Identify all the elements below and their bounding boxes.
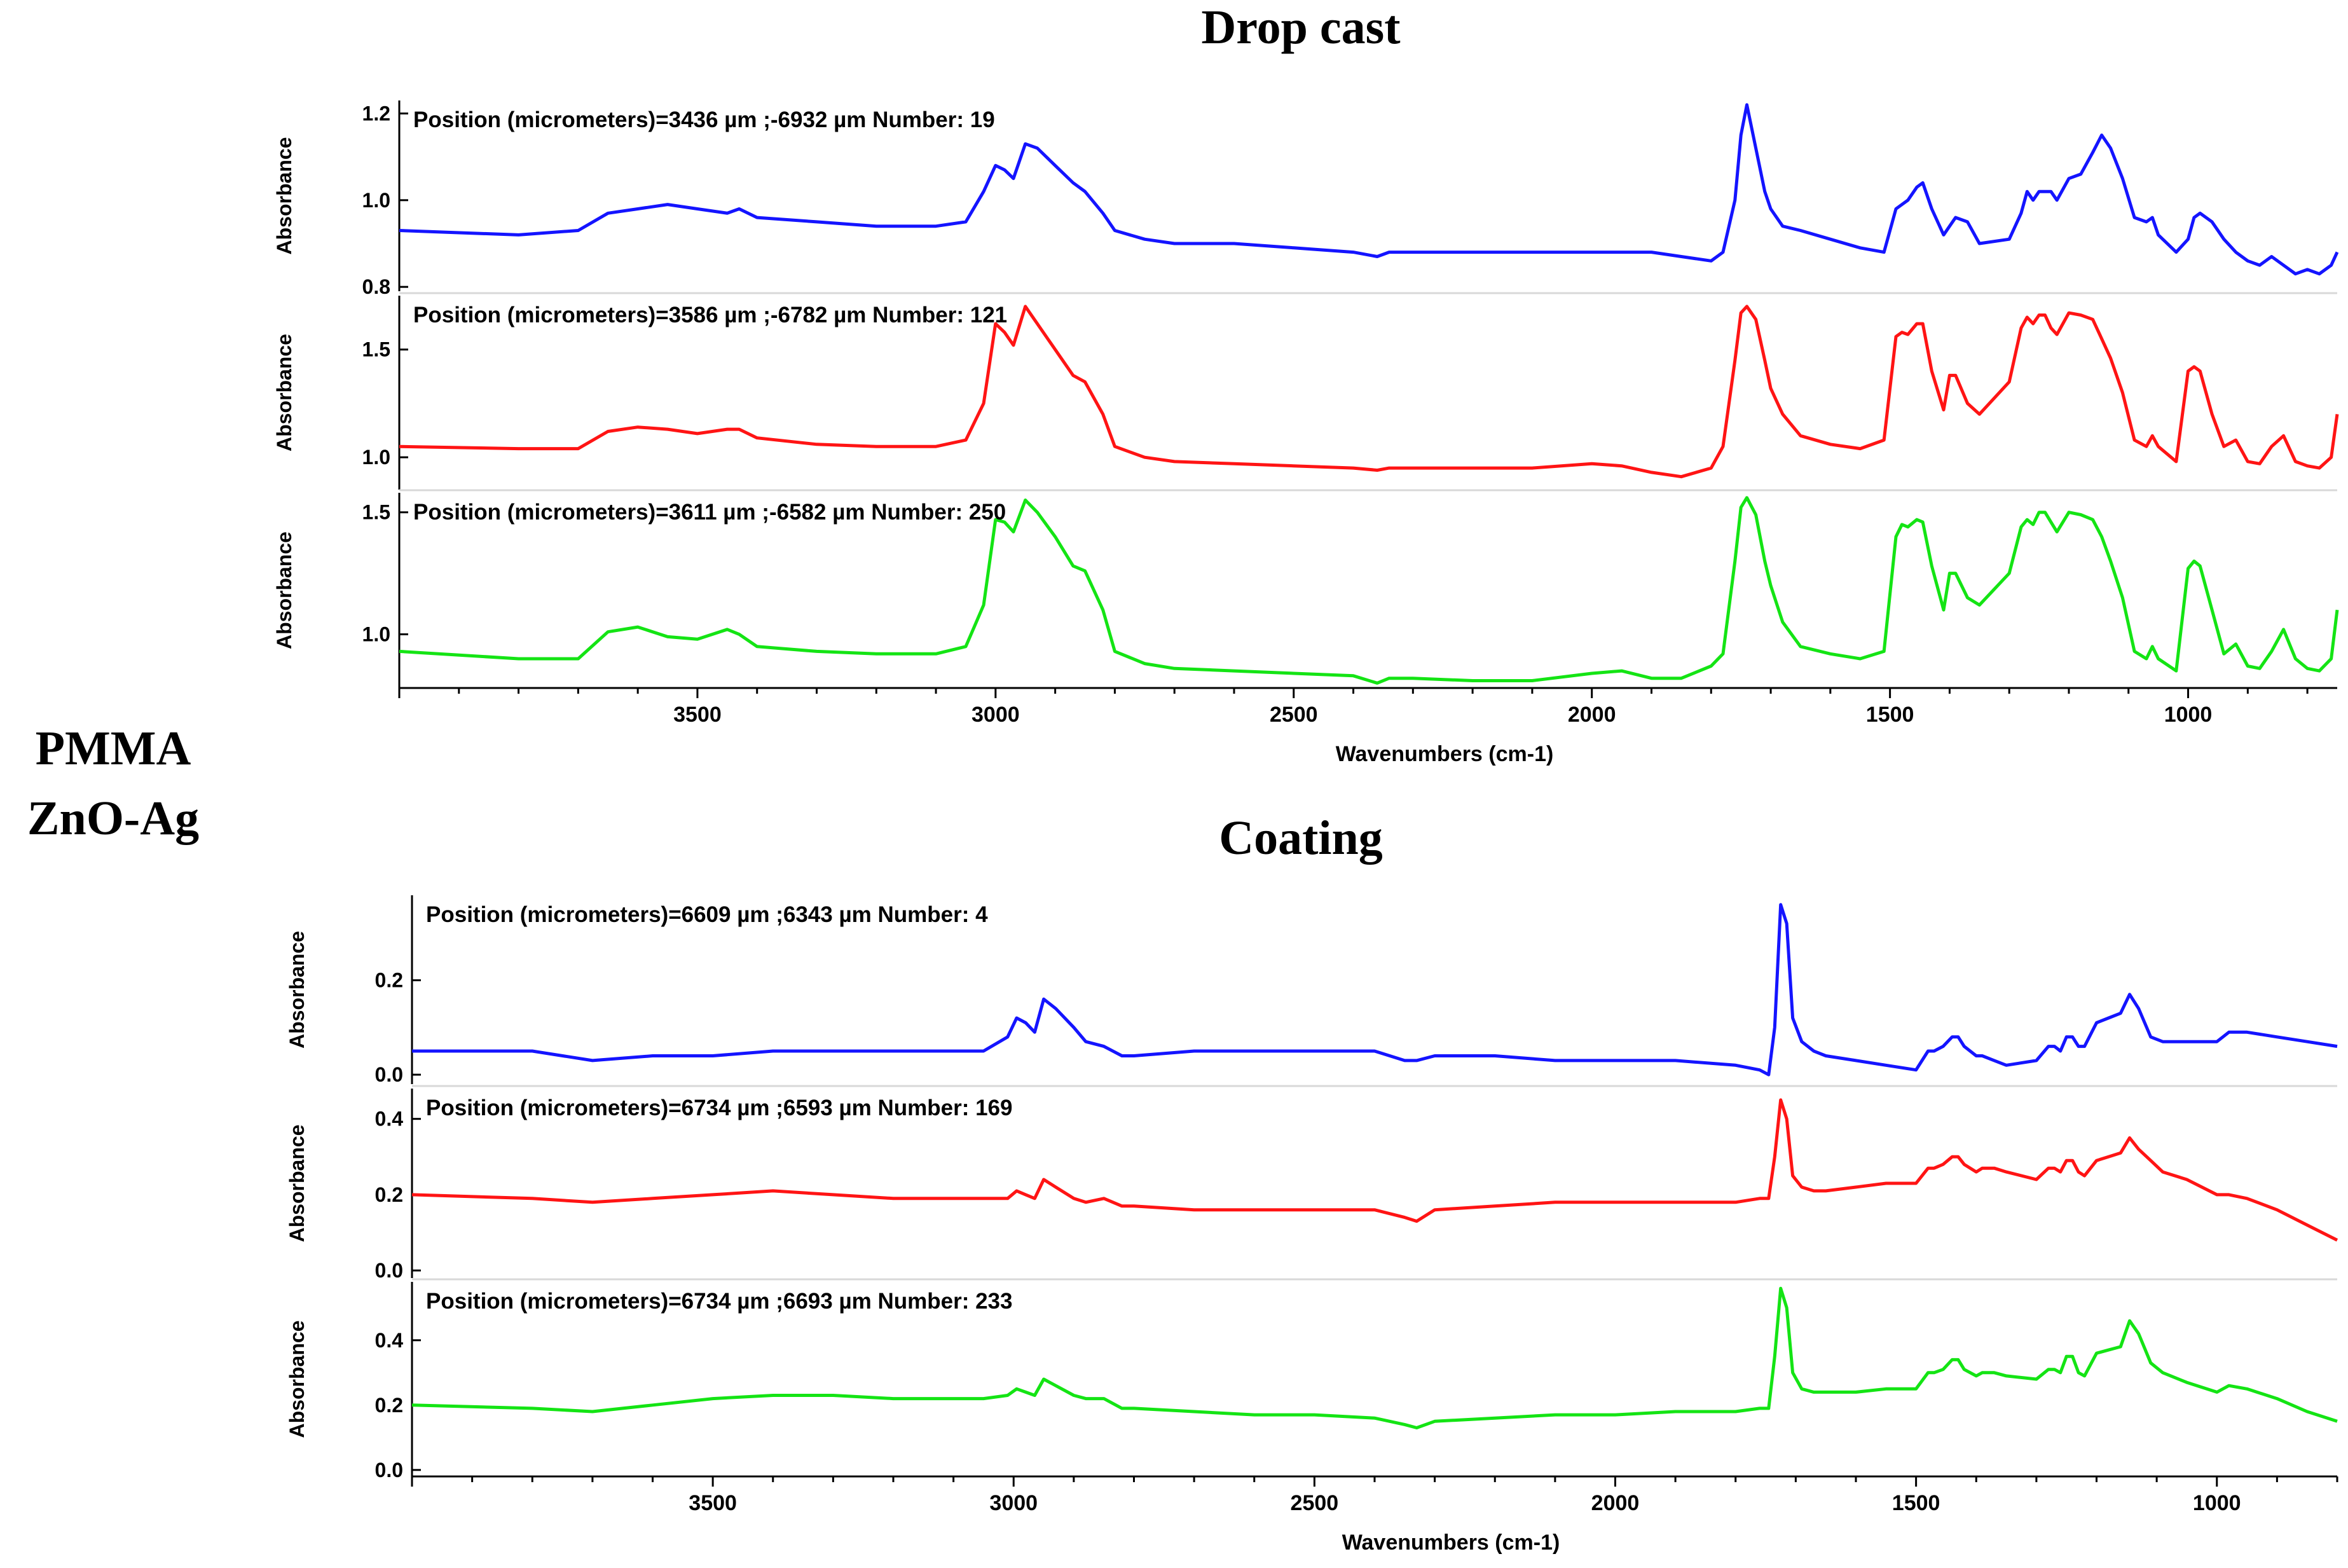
y-tick-label: 0.4 bbox=[375, 1108, 404, 1131]
y-tick-label: 1.0 bbox=[362, 446, 390, 469]
panel-bottom: 0.0 0.2 0.4 Absorbance Position (micrometers… bbox=[285, 1278, 2338, 1482]
panel-middle: 1.0 1.5 Absorbance Position (micrometers)=3… bbox=[273, 292, 2339, 490]
y-axis-label: Absorbance bbox=[273, 334, 296, 451]
chart-0: 0.8 1.0 1.2 Absorbance Position (micrometers… bbox=[273, 100, 2339, 766]
x-axis-label: Wavenumbers (cm-1) bbox=[1336, 742, 1554, 766]
y-axis-label: Absorbance bbox=[273, 532, 296, 649]
x-tick-label: 2500 bbox=[1270, 703, 1318, 727]
panel-label: Position (micrometers)=3586 µm ;-6782 µm… bbox=[413, 303, 1007, 327]
panel-label: Position (micrometers)=6734 µm ;6593 µm … bbox=[426, 1096, 1013, 1120]
y-tick-label: 0.2 bbox=[375, 1183, 403, 1206]
y-tick-label: 0.4 bbox=[375, 1329, 404, 1352]
series-line-bottom bbox=[411, 1286, 2338, 1429]
x-tick-label: 3500 bbox=[689, 1491, 737, 1515]
y-axis-label: Absorbance bbox=[285, 1321, 308, 1438]
y-tick-label: 0.0 bbox=[375, 1259, 403, 1282]
panel-top: 0.8 1.0 1.2 Absorbance Position (micrometers… bbox=[273, 100, 2339, 298]
y-tick-label: 1.0 bbox=[362, 189, 390, 212]
side-label-zno-ag: ZnO-Ag bbox=[27, 792, 199, 845]
panel-label: Position (micrometers)=3436 µm ;-6932 µm… bbox=[413, 107, 995, 132]
y-tick-label: 1.0 bbox=[362, 623, 390, 646]
x-tick-label: 3000 bbox=[989, 1491, 1038, 1515]
plots-layer: 0.8 1.0 1.2 Absorbance Position (micrometers… bbox=[273, 100, 2339, 1555]
panel-middle: 0.0 0.2 0.4 Absorbance Position (micrometers… bbox=[285, 1085, 2338, 1282]
series-line-middle bbox=[399, 305, 2339, 479]
y-tick-label: 0.8 bbox=[362, 275, 390, 298]
panel-label: Position (micrometers)=3611 µm ;-6582 µm… bbox=[413, 500, 1006, 525]
series-line-top bbox=[399, 103, 2339, 276]
x-tick-label: 2000 bbox=[1591, 1491, 1640, 1515]
series-line-middle bbox=[411, 1098, 2338, 1242]
x-tick-label: 2500 bbox=[1291, 1491, 1339, 1515]
x-tick-label: 1000 bbox=[2164, 703, 2213, 727]
x-tick-label: 3500 bbox=[673, 703, 722, 727]
y-tick-label: 0.2 bbox=[375, 1394, 403, 1417]
y-axis-label: Absorbance bbox=[285, 931, 308, 1049]
panel-top: 0.0 0.2 Absorbance Position (micrometers)=6… bbox=[285, 895, 2338, 1086]
x-axis-label: Wavenumbers (cm-1) bbox=[1342, 1530, 1560, 1555]
y-axis-label: Absorbance bbox=[285, 1125, 308, 1242]
panel-label: Position (micrometers)=6609 µm ;6343 µm … bbox=[426, 902, 988, 927]
y-tick-label: 1.5 bbox=[362, 338, 390, 361]
x-tick-label: 1500 bbox=[1866, 703, 1914, 727]
y-axis-label: Absorbance bbox=[273, 137, 296, 255]
x-tick-label: 1500 bbox=[1892, 1491, 1940, 1515]
y-tick-label: 0.0 bbox=[375, 1459, 403, 1482]
y-tick-label: 0.0 bbox=[375, 1063, 403, 1086]
x-tick-label: 2000 bbox=[1568, 703, 1616, 727]
chart-1: 0.0 0.2 Absorbance Position (micrometers)=6… bbox=[285, 895, 2338, 1555]
series-line-top bbox=[412, 903, 2338, 1076]
series-line-bottom bbox=[399, 496, 2339, 685]
chart-title-coating: Coating bbox=[1219, 811, 1383, 865]
panel-bottom: 1.0 1.5 Absorbance Position (micrometers)=3… bbox=[273, 489, 2339, 688]
chart-title-drop-cast: Drop cast bbox=[1201, 1, 1400, 54]
x-tick-label: 1000 bbox=[2193, 1491, 2241, 1515]
y-tick-label: 1.2 bbox=[362, 102, 390, 125]
panel-label: Position (micrometers)=6734 µm ;6693 µm … bbox=[426, 1289, 1013, 1314]
y-tick-label: 1.5 bbox=[362, 501, 390, 524]
x-tick-label: 3000 bbox=[971, 703, 1020, 727]
y-tick-label: 0.2 bbox=[375, 969, 403, 992]
side-label-pmma: PMMA bbox=[36, 722, 191, 775]
